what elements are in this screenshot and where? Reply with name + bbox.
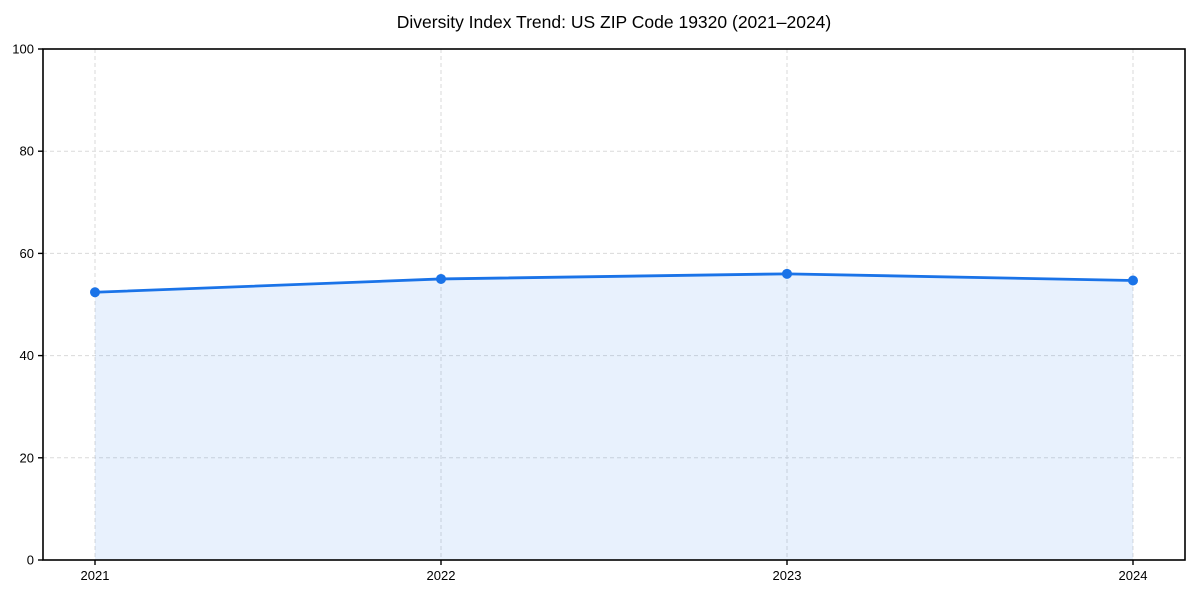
y-tick-label: 60 [20,246,34,261]
trend-line [93,272,1135,294]
x-tick-label: 2023 [773,568,802,583]
y-tick-label: 0 [27,553,34,568]
chart-title: Diversity Index Trend: US ZIP Code 19320… [396,12,832,32]
plot-border [42,48,1186,561]
y-tick-label: 20 [20,450,34,465]
y-tick-label: 100 [12,42,34,57]
x-tick-label: 2022 [427,568,456,583]
x-tick-label: 2024 [1119,568,1148,583]
data-point-marker-2024 [1128,275,1138,286]
area-fill [95,273,1133,560]
y-tick-label: 40 [20,348,34,363]
data-point-marker-2022 [436,273,446,284]
data-point-marker-2023 [782,268,792,279]
x-tick-label: 2021 [81,568,110,583]
y-tick-label: 80 [20,144,34,159]
data-point-marker-2021 [90,287,100,298]
